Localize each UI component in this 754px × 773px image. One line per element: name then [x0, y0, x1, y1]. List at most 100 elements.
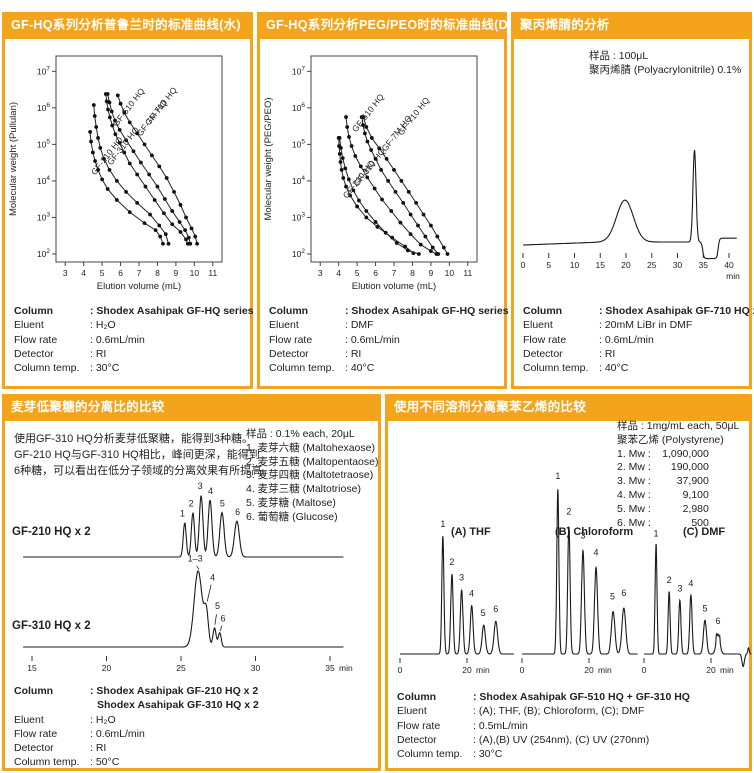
condition-row: Column temp.: 30°C	[14, 362, 120, 375]
svg-text:40: 40	[724, 260, 734, 270]
svg-text:4: 4	[688, 579, 693, 589]
mw-item: 4. Mw :9,100	[617, 488, 709, 501]
condition-row: Eluent: H₂O	[14, 713, 116, 726]
svg-text:4: 4	[594, 547, 599, 557]
svg-text:25: 25	[176, 663, 186, 673]
svg-text:106: 106	[37, 102, 50, 113]
svg-text:GF-710 HQ: GF-710 HQ	[143, 85, 179, 127]
panel-polystyrene-solvents: 使用不同溶剂分离聚苯乙烯的比较 样品 : 1mg/mL each, 50μL 聚…	[385, 394, 752, 771]
condition-row: Eluent: (A); THF, (B); Chloroform, (C); …	[397, 705, 645, 718]
panel-title: GF-HQ系列分析PEG/PEO时的标准曲线(DMF)	[257, 12, 507, 39]
svg-text:3: 3	[677, 584, 682, 594]
mw-item: 2. Mw :190,000	[617, 461, 709, 474]
svg-text:102: 102	[292, 248, 305, 259]
condition-row: Detector: RI	[14, 347, 107, 360]
svg-text:0: 0	[642, 665, 647, 675]
panel-calibration-water: GF-HQ系列分析普鲁兰时的标准曲线(水) 102 103 104 105 106 107…	[2, 12, 254, 389]
svg-text:11: 11	[463, 268, 472, 278]
svg-text:0: 0	[520, 665, 525, 675]
svg-text:10: 10	[190, 268, 200, 278]
mw-item: 5. Mw :2,980	[617, 502, 709, 515]
svg-text:Elution volume (mL): Elution volume (mL)	[352, 281, 436, 292]
svg-text:10: 10	[570, 260, 580, 270]
pullulan-calibration-chart: 102 103 104 105 106 107 3 4 5 6 7 8 9 10 11 Elution vol…	[8, 55, 223, 292]
panel-title: 麦芽低聚糖的分离比的比较	[2, 394, 381, 421]
svg-text:104: 104	[292, 175, 305, 186]
condition-row: Flow rate: 0.6mL/min	[14, 333, 145, 346]
svg-text:3: 3	[580, 530, 585, 540]
svg-text:GF-710 HQ: GF-710 HQ	[395, 95, 431, 137]
svg-text:20: 20	[102, 663, 112, 673]
svg-text:2: 2	[449, 557, 454, 567]
conditions-table: Column: Shodex Asahipak GF-710 HQ x 2 El…	[523, 304, 754, 375]
svg-text:Molecular weight (Pullulan): Molecular weight (Pullulan)	[8, 102, 19, 216]
panel-title: 聚丙烯腈的分析	[511, 12, 752, 39]
sample-line: 样品 : 0.1% each, 20μL	[246, 428, 355, 440]
svg-text:15: 15	[27, 663, 37, 673]
svg-text:min: min	[476, 665, 490, 675]
svg-text:5: 5	[215, 601, 220, 611]
panel-polyacrylonitrile: 聚丙烯腈的分析 样品 : 100μL 聚丙烯腈 (Polyacrylonitri…	[511, 12, 754, 389]
trace-label-gf210: GF-210 HQ x 2	[12, 526, 91, 538]
svg-text:6: 6	[373, 268, 378, 278]
svg-text:5: 5	[100, 268, 105, 278]
trace-label-gf310: GF-310 HQ x 2	[12, 620, 91, 632]
svg-text:4: 4	[469, 588, 474, 598]
pegpeo-calibration-chart: 102 103 104 105 106 107 3 4 5 6 7 8 9 10 11 Elution vol…	[263, 55, 478, 292]
condition-row: Column temp.: 50°C	[14, 756, 120, 769]
condition-row: Column: Shodex Asahipak GF-HQ series	[269, 305, 509, 317]
svg-text:4: 4	[210, 573, 215, 583]
svg-text:6: 6	[118, 268, 123, 278]
condition-row: Shodex Asahipak GF-310 HQ x 2	[97, 699, 259, 712]
svg-text:20: 20	[706, 665, 716, 675]
svg-text:35: 35	[699, 260, 709, 270]
svg-text:3: 3	[459, 573, 464, 583]
svg-text:6: 6	[235, 507, 240, 517]
svg-text:107: 107	[292, 65, 305, 76]
mw-item: 3. Mw :37,900	[617, 475, 709, 488]
dmf-chromatogram: 1 23 4 56 0 20 min	[642, 529, 752, 675]
sample-line: 1. 麦芽六糖 (Maltohexaose)	[246, 441, 375, 454]
condition-row: Column temp.: 40°C	[269, 362, 375, 375]
sample-line: 3. 麦芽四糖 (Maltotetraose)	[246, 469, 374, 482]
svg-text:105: 105	[292, 138, 305, 149]
svg-text:0: 0	[398, 665, 403, 675]
condition-row: Detector: (A),(B) UV (254nm), (C) UV (27…	[397, 733, 650, 746]
svg-text:105: 105	[37, 138, 50, 149]
svg-text:103: 103	[37, 211, 50, 222]
svg-text:min: min	[720, 665, 734, 675]
sample-line: 5. 麦芽糖 (Maltose)	[246, 496, 336, 509]
description-text: 使用GF-310 HQ分析麦芽低聚糖，能得到3种糖。 GF-210 HQ与GF-…	[14, 433, 274, 477]
condition-row: Flow rate: 0.6mL/min	[269, 333, 400, 346]
mw-item: 6. Mw :500	[617, 516, 709, 529]
svg-text:1: 1	[654, 529, 659, 539]
sample-line: 样品 : 1mg/mL each, 50μL	[617, 420, 740, 432]
sample-line: 2. 麦芽五糖 (Maltopentaose)	[246, 455, 379, 468]
svg-text:7: 7	[392, 268, 397, 278]
svg-text:1: 1	[440, 519, 445, 529]
condition-row: Column: Shodex Asahipak GF-210 HQ x 2	[14, 685, 259, 697]
condition-row: Column: Shodex Asahipak GF-710 HQ x 2	[523, 305, 754, 317]
panel-title: 使用不同溶剂分离聚苯乙烯的比较	[385, 394, 752, 421]
chart-title-chloroform: (B) Chloroform	[555, 526, 634, 538]
svg-text:5: 5	[481, 608, 486, 618]
sample-line: 聚丙烯腈 (Polyacrylonitrile) 0.1%	[589, 63, 742, 76]
svg-text:5: 5	[702, 604, 707, 614]
svg-text:104: 104	[37, 175, 50, 186]
svg-text:15: 15	[596, 260, 606, 270]
svg-text:25: 25	[647, 260, 657, 270]
panel-calibration-dmf: GF-HQ系列分析PEG/PEO时的标准曲线(DMF) 102 103 104 105…	[257, 12, 509, 389]
condition-row: Detector: RI	[269, 347, 362, 360]
svg-text:5: 5	[546, 260, 551, 270]
svg-text:1: 1	[180, 508, 185, 518]
conditions-table: Column: Shodex Asahipak GF-510 HQ + GF-3…	[397, 690, 690, 761]
svg-text:min: min	[339, 663, 353, 673]
svg-text:10: 10	[445, 268, 455, 278]
condition-row: Eluent: DMF	[269, 319, 374, 332]
svg-text:0: 0	[521, 260, 526, 270]
svg-text:2: 2	[189, 498, 194, 508]
